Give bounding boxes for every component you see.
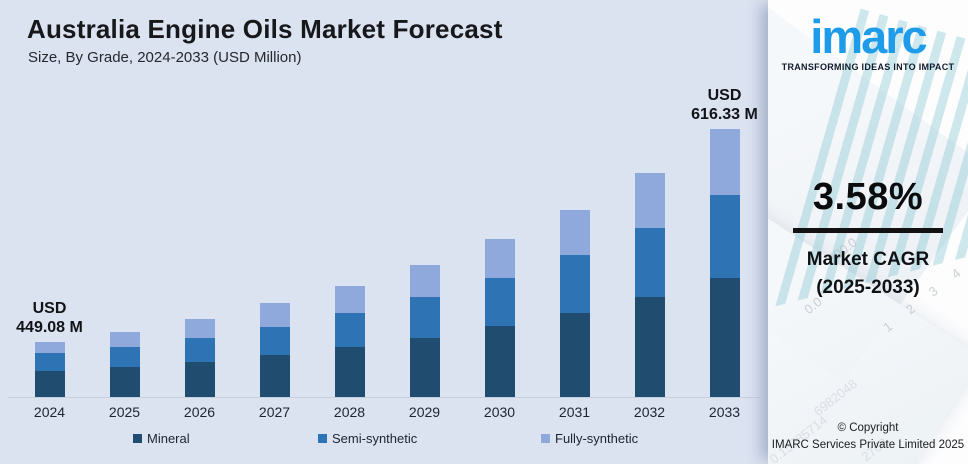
bar-column-2026 xyxy=(162,88,237,397)
cagr-label-line1: Market CAGR xyxy=(806,249,930,270)
bar-segment-semi-synthetic xyxy=(634,228,665,297)
bar-value-label-line: USD xyxy=(707,86,742,104)
bar-segment-fully-synthetic xyxy=(259,303,290,327)
legend-swatch-fully-synthetic xyxy=(541,434,550,443)
bar-segment-fully-synthetic xyxy=(334,286,365,313)
bar-column-2028 xyxy=(312,88,387,397)
x-axis-label-2028: 2028 xyxy=(333,404,366,420)
bar-column-2024: USD 449.08 M xyxy=(12,88,87,397)
bar-value-label-2033: USD 616.33 M xyxy=(691,86,758,124)
bar-segment-mineral xyxy=(709,278,740,397)
x-axis-label-2031: 2031 xyxy=(558,404,591,420)
bar-column-2032 xyxy=(612,88,687,397)
legend-item-fully-synthetic: Fully-synthetic xyxy=(541,431,638,446)
x-axis-labels: 2024 2025 2026 2027 2028 2029 2030 2031 2032 2033 xyxy=(12,404,762,420)
legend-item-mineral: Mineral xyxy=(133,431,190,446)
bar-value-label-line: 449.08 M xyxy=(16,318,83,336)
x-axis-line xyxy=(8,397,760,398)
legend-label-semi-synthetic: Semi-synthetic xyxy=(332,431,418,446)
imarc-logo-wordmark: imarc xyxy=(810,10,927,63)
stacked-bar-2028 xyxy=(334,286,365,397)
stacked-bar-2024 xyxy=(34,342,65,397)
bar-segment-fully-synthetic xyxy=(634,173,665,228)
bar-segment-fully-synthetic xyxy=(184,319,215,338)
stacked-bar-2030 xyxy=(484,239,515,397)
imarc-logo-tagline: TRANSFORMING IDEAS INTO IMPACT xyxy=(781,62,955,73)
bar-segment-mineral xyxy=(634,297,665,397)
bar-segment-fully-synthetic xyxy=(709,129,740,195)
stacked-bar-2033 xyxy=(709,129,740,397)
bar-column-2031 xyxy=(537,88,612,397)
x-axis-label-2033: 2033 xyxy=(708,404,741,420)
bar-column-2033: USD 616.33 M xyxy=(687,86,762,397)
bar-segment-mineral xyxy=(334,347,365,397)
bar-value-label-2024: USD 449.08 M xyxy=(16,299,83,337)
bar-column-2025 xyxy=(87,88,162,397)
legend-item-semi-synthetic: Semi-synthetic xyxy=(318,431,417,446)
x-axis-label-2029: 2029 xyxy=(408,404,441,420)
legend-label-mineral: Mineral xyxy=(147,431,190,446)
bar-segment-mineral xyxy=(34,371,65,397)
bar-chart-plot-area: USD 449.08 M USD 616.33 M xyxy=(12,86,762,397)
page-title: Australia Engine Oils Market Forecast xyxy=(27,14,503,44)
bar-segment-semi-synthetic xyxy=(559,255,590,313)
bar-segment-fully-synthetic xyxy=(409,265,440,297)
bar-segment-semi-synthetic xyxy=(109,347,140,367)
bar-segment-fully-synthetic xyxy=(484,239,515,278)
watermark-text: 6982048 xyxy=(810,376,860,419)
x-axis-label-2026: 2026 xyxy=(183,404,216,420)
copyright-notice: © Copyright IMARC Services Private Limit… xyxy=(768,420,968,455)
page-subtitle: Size, By Grade, 2024-2033 (USD Million) xyxy=(28,49,302,66)
bar-value-label-line: 616.33 M xyxy=(691,105,758,123)
legend-swatch-semi-synthetic xyxy=(318,434,327,443)
cagr-divider xyxy=(793,228,943,233)
x-axis-label-2027: 2027 xyxy=(258,404,291,420)
bar-segment-mineral xyxy=(409,338,440,397)
copyright-line1: © Copyright xyxy=(837,421,899,434)
bar-segment-fully-synthetic xyxy=(34,342,65,353)
legend-swatch-mineral xyxy=(133,434,142,443)
x-axis-label-2032: 2032 xyxy=(633,404,666,420)
stacked-bar-2025 xyxy=(109,332,140,397)
branding-sidebar: 500.0 0.0 1 2 3 4 6982048 0.15785714 276… xyxy=(768,0,968,464)
cagr-label-line2: (2025-2033) xyxy=(816,276,920,298)
bar-value-label-line: USD xyxy=(32,299,67,317)
bar-column-2029 xyxy=(387,88,462,397)
stacked-bar-2027 xyxy=(259,303,290,397)
bar-segment-mineral xyxy=(109,367,140,397)
x-axis-label-2030: 2030 xyxy=(483,404,516,420)
market-cagr-block: 3.58% Market CAGR (2025-2033) xyxy=(768,176,968,301)
x-axis-label-2025: 2025 xyxy=(108,404,141,420)
stacked-bar-2032 xyxy=(634,173,665,397)
bar-segment-mineral xyxy=(484,326,515,397)
bar-segment-fully-synthetic xyxy=(109,332,140,347)
legend-label-fully-synthetic: Fully-synthetic xyxy=(555,431,639,446)
chart-panel: Australia Engine Oils Market Forecast Si… xyxy=(8,14,762,446)
bar-column-2027 xyxy=(237,88,312,397)
bar-segment-semi-synthetic xyxy=(334,313,365,347)
stacked-bar-2031 xyxy=(559,210,590,397)
bar-segment-semi-synthetic xyxy=(34,353,65,371)
bar-segment-semi-synthetic xyxy=(484,278,515,326)
stacked-bar-2029 xyxy=(409,265,440,397)
copyright-line2: IMARC Services Private Limited 2025 xyxy=(771,438,965,451)
bar-segment-semi-synthetic xyxy=(184,338,215,362)
bar-segment-semi-synthetic xyxy=(409,297,440,338)
cagr-value: 3.58% xyxy=(812,176,924,218)
bar-segment-mineral xyxy=(259,355,290,397)
bar-segment-fully-synthetic xyxy=(559,210,590,255)
bar-segment-semi-synthetic xyxy=(709,195,740,278)
imarc-logo: imarc TRANSFORMING IDEAS INTO IMPACT xyxy=(768,10,968,73)
stacked-bar-2026 xyxy=(184,319,215,397)
x-axis-label-2024: 2024 xyxy=(33,404,66,420)
bar-segment-semi-synthetic xyxy=(259,327,290,355)
bar-segment-mineral xyxy=(559,313,590,397)
bar-segment-mineral xyxy=(184,362,215,397)
bar-column-2030 xyxy=(462,88,537,397)
